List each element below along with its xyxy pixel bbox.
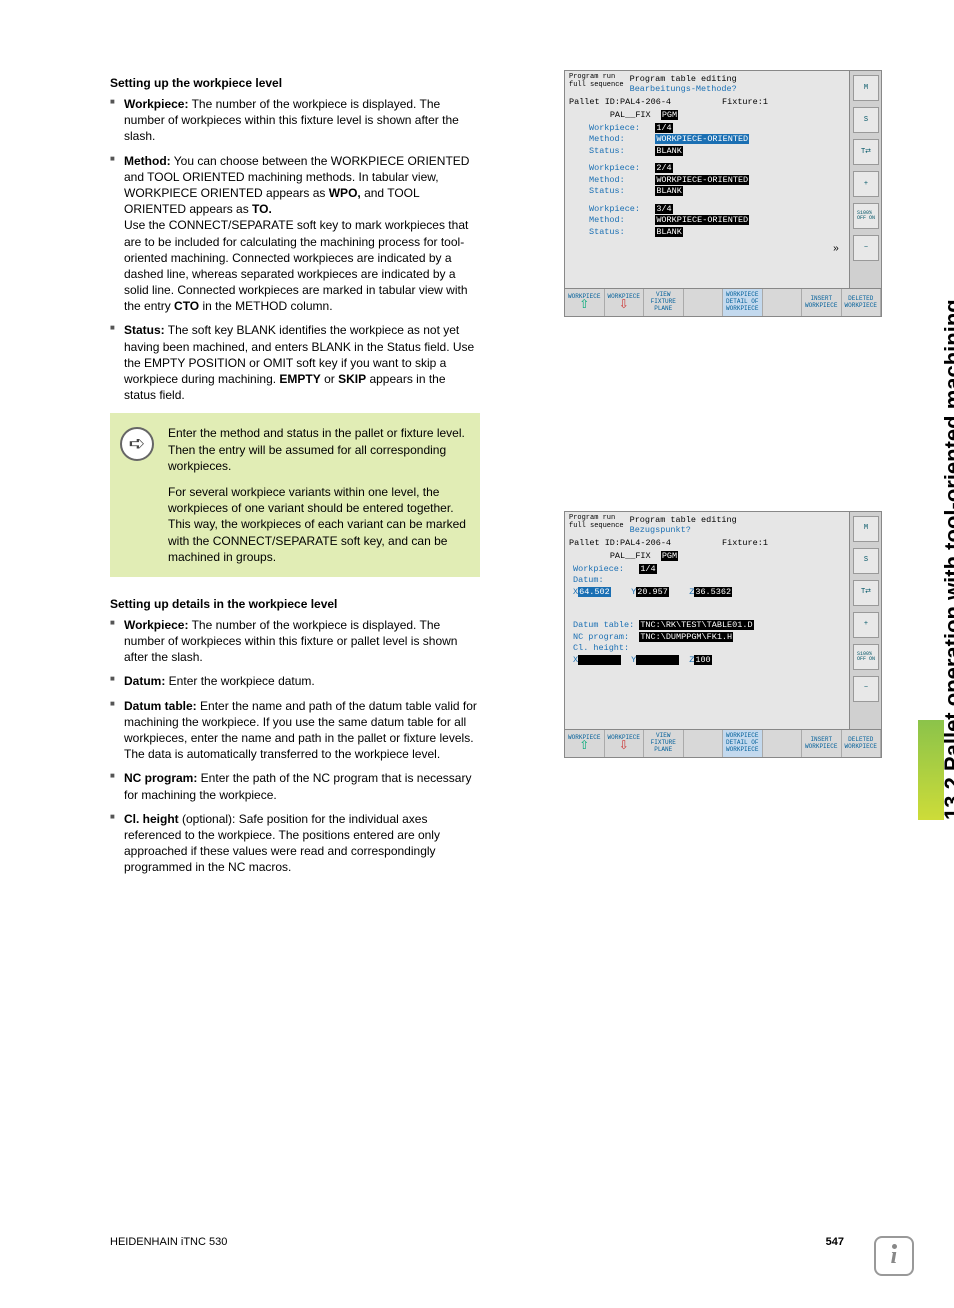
side-btn[interactable]: M: [853, 75, 879, 101]
side-btn[interactable]: −: [853, 235, 879, 261]
softkey[interactable]: VIEWFIXTUREPLANE: [644, 289, 684, 316]
softkey-empty: [763, 289, 803, 316]
softkey[interactable]: WORKPIECE⇩: [605, 730, 645, 757]
softkey[interactable]: WORKPIECEDETAIL OFWORKPIECE: [723, 730, 763, 757]
softkey[interactable]: WORKPIECE⇩: [605, 289, 645, 316]
bullet-status: Status: The soft key BLANK identifies th…: [110, 322, 480, 403]
bullet-datum: Datum: Enter the workpiece datum.: [110, 673, 480, 689]
bullet-method: Method: You can choose between the WORKP…: [110, 153, 480, 315]
bullet-cl-height: Cl. height (optional): Safe position for…: [110, 811, 480, 876]
side-buttons: M S T⇄ + S100%OFF ON −: [849, 512, 881, 729]
wp-block-2: Workpiece: 2/4 Method: WORKPIECE-ORIENTE…: [589, 163, 845, 197]
side-btn[interactable]: S: [853, 107, 879, 133]
side-btn[interactable]: +: [853, 612, 879, 638]
side-btn[interactable]: T⇄: [853, 139, 879, 165]
softkey[interactable]: VIEWFIXTUREPLANE: [644, 730, 684, 757]
tip-paragraph-1: Enter the method and status in the palle…: [168, 425, 466, 474]
screenshot-datum: Program run full sequence Program table …: [564, 511, 882, 758]
side-btn[interactable]: +: [853, 171, 879, 197]
side-buttons: M S T⇄ + S100%OFF ON −: [849, 71, 881, 288]
footer-product: HEIDENHAIN iTNC 530: [110, 1236, 227, 1248]
side-btn[interactable]: M: [853, 516, 879, 542]
side-btn[interactable]: −: [853, 676, 879, 702]
softkey[interactable]: WORKPIECE⇧: [565, 730, 605, 757]
lead: Workpiece:: [124, 97, 188, 111]
heading-workpiece-level: Setting up the workpiece level: [110, 76, 480, 90]
tip-paragraph-2: For several workpiece variants within on…: [168, 484, 466, 565]
pallet-sub-line: PAL__FIX PGM: [569, 110, 845, 120]
hdr-prompt: Bearbeitungs-Methode?: [630, 84, 737, 94]
arrow-right-icon: ➪: [120, 427, 154, 461]
screenshot-method: Program run full sequence Program table …: [564, 70, 882, 317]
left-column: Setting up the workpiece level Workpiece…: [110, 70, 480, 884]
softkey-row: WORKPIECE⇧ WORKPIECE⇩ VIEWFIXTUREPLANE W…: [565, 729, 881, 757]
bullet-nc-program: NC program: Enter the path of the NC pro…: [110, 770, 480, 802]
pallet-id-line: Pallet ID:PAL4-206-4 Fixture:1: [569, 97, 845, 107]
softkey[interactable]: DELETEDWORKPIECE: [842, 730, 882, 757]
bullet-datum-table: Datum table: Enter the name and path of …: [110, 698, 480, 763]
footer: HEIDENHAIN iTNC 530 547: [110, 1236, 844, 1248]
side-btn[interactable]: S: [853, 548, 879, 574]
side-btn[interactable]: S100%OFF ON: [853, 203, 879, 229]
softkey[interactable]: WORKPIECEDETAIL OFWORKPIECE: [723, 289, 763, 316]
softkey-empty: [763, 730, 803, 757]
side-btn[interactable]: S100%OFF ON: [853, 644, 879, 670]
bullet-workpiece: Workpiece: The number of the workpiece i…: [110, 96, 480, 145]
softkey-row: WORKPIECE⇧ WORKPIECE⇩ VIEWFIXTUREPLANE W…: [565, 288, 881, 316]
wp-block-3: Workpiece: 3/4 Method: WORKPIECE-ORIENTE…: [589, 204, 845, 238]
bullet-workpiece2: Workpiece: The number of the workpiece i…: [110, 617, 480, 666]
info-icon: ı: [874, 1236, 914, 1276]
hdr-mode-2: full sequence: [569, 82, 624, 90]
softkey[interactable]: DELETEDWORKPIECE: [842, 289, 882, 316]
right-column: Program run full sequence Program table …: [564, 70, 894, 782]
side-btn[interactable]: T⇄: [853, 580, 879, 606]
scroll-indicator: »: [569, 244, 845, 255]
hdr-title: Program table editing: [630, 74, 737, 84]
tip-box: ➪ Enter the method and status in the pal…: [110, 413, 480, 577]
softkey[interactable]: INSERTWORKPIECE: [802, 730, 842, 757]
page-number: 547: [826, 1236, 844, 1248]
softkey[interactable]: WORKPIECE⇧: [565, 289, 605, 316]
softkey-empty: [684, 289, 724, 316]
softkey-empty: [684, 730, 724, 757]
wp-block-1: Workpiece: 1/4 Method: WORKPIECE-ORIENTE…: [589, 123, 845, 157]
side-color-marker: [918, 720, 944, 820]
heading-details-level: Setting up details in the workpiece leve…: [110, 597, 480, 611]
softkey[interactable]: INSERTWORKPIECE: [802, 289, 842, 316]
